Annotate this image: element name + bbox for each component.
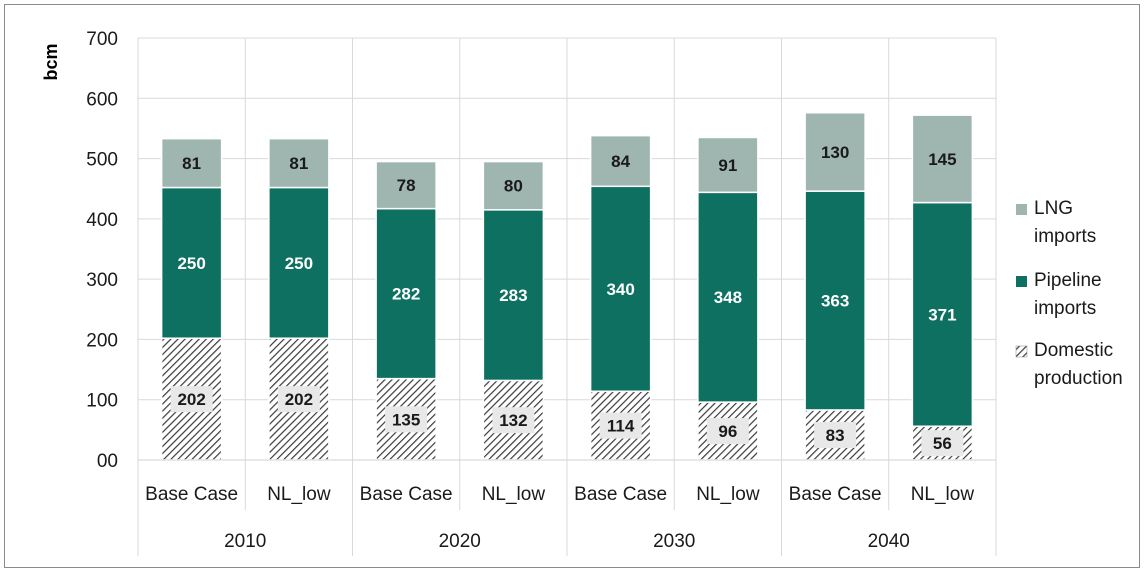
y-tick-label: 300 bbox=[86, 270, 118, 291]
x-group-label: 2020 bbox=[439, 531, 481, 552]
bar-segment bbox=[375, 160, 437, 210]
chart-frame bbox=[4, 4, 1140, 568]
legend-label: imports bbox=[1034, 298, 1096, 319]
bar-segment bbox=[482, 160, 545, 211]
data-label-box bbox=[277, 386, 320, 413]
data-label: 363 bbox=[821, 292, 849, 311]
data-label: 250 bbox=[177, 254, 205, 273]
legend-label: production bbox=[1034, 368, 1123, 389]
legend-swatch bbox=[1016, 276, 1027, 287]
data-label: 81 bbox=[182, 154, 201, 173]
bar-segment bbox=[160, 186, 223, 339]
y-tick-label: 700 bbox=[86, 29, 118, 50]
data-label-box bbox=[599, 412, 642, 439]
bar-segment bbox=[375, 207, 437, 380]
data-label: 132 bbox=[499, 411, 527, 430]
data-label: 56 bbox=[933, 434, 952, 453]
bar-segment bbox=[160, 137, 223, 189]
y-tick-label: 400 bbox=[86, 210, 118, 231]
data-label: 202 bbox=[177, 390, 205, 409]
bar-segment bbox=[697, 191, 759, 403]
y-axis-label: bcm bbox=[41, 43, 61, 80]
bar-segment bbox=[911, 201, 974, 427]
legend: LNG imports Pipeline imports Domestic product… bbox=[1015, 198, 1123, 389]
legend-label: LNG bbox=[1034, 198, 1073, 219]
y-tick-label: 200 bbox=[86, 330, 118, 351]
data-label: 96 bbox=[718, 422, 737, 441]
x-category-label: NL_low bbox=[696, 484, 760, 505]
data-label: 202 bbox=[285, 390, 313, 409]
x-category-label: Base Case bbox=[145, 484, 238, 505]
y-tick-label: 600 bbox=[86, 89, 118, 110]
data-label: 145 bbox=[928, 150, 956, 169]
gridlines bbox=[137, 37, 997, 556]
bar-segment bbox=[268, 186, 330, 339]
data-label: 135 bbox=[392, 410, 420, 429]
data-label: 84 bbox=[611, 152, 630, 171]
data-label-box bbox=[706, 418, 749, 445]
y-tick-label: 00 bbox=[97, 451, 118, 472]
bar-segment bbox=[804, 190, 866, 411]
data-label-box bbox=[814, 421, 857, 448]
data-label: 78 bbox=[397, 176, 416, 195]
x-category-label: NL_low bbox=[267, 484, 331, 505]
data-label: 91 bbox=[718, 156, 737, 175]
data-label: 83 bbox=[826, 426, 845, 445]
legend-label: imports bbox=[1034, 226, 1096, 247]
data-label: 81 bbox=[289, 154, 308, 173]
legend-swatch bbox=[1015, 345, 1028, 358]
data-label: 371 bbox=[928, 305, 956, 324]
y-tick-label: 500 bbox=[86, 150, 118, 171]
data-label: 114 bbox=[607, 417, 635, 436]
legend-label: Domestic bbox=[1034, 340, 1113, 361]
x-category-label: NL_low bbox=[482, 484, 546, 505]
bar-segment bbox=[268, 137, 330, 189]
legend-label: Pipeline bbox=[1034, 270, 1102, 291]
bar-segment bbox=[482, 209, 545, 382]
data-label-box bbox=[385, 406, 428, 433]
x-category-label: Base Case bbox=[574, 484, 667, 505]
data-label-box bbox=[492, 407, 535, 434]
x-group-label: 2040 bbox=[868, 531, 910, 552]
data-label: 340 bbox=[606, 280, 634, 299]
x-group-label: 2030 bbox=[653, 531, 695, 552]
data-label: 282 bbox=[392, 285, 420, 304]
data-label: 80 bbox=[504, 177, 523, 196]
data-label-box bbox=[921, 430, 964, 457]
bar-segment bbox=[697, 136, 759, 194]
x-category-label: Base Case bbox=[360, 484, 453, 505]
data-label: 250 bbox=[285, 254, 313, 273]
x-category-label: Base Case bbox=[789, 484, 882, 505]
x-category-label: NL_low bbox=[911, 484, 975, 505]
bar-segment bbox=[911, 114, 974, 204]
bar-segment bbox=[589, 134, 652, 188]
x-group-label: 2010 bbox=[224, 531, 266, 552]
data-label: 348 bbox=[714, 288, 742, 307]
axes: 00 100 200 300 400 500 600 700 Base Case NL_low Ba… bbox=[86, 29, 996, 552]
bar-segment bbox=[589, 185, 652, 393]
y-tick-label: 100 bbox=[86, 391, 118, 412]
data-label: 283 bbox=[499, 286, 527, 305]
bar-segment bbox=[804, 112, 866, 192]
bars: 202 250 81 202 250 81 135 282 78 132 283 80 114 340 84… bbox=[160, 112, 974, 461]
legend-swatch bbox=[1016, 204, 1027, 215]
data-label-box bbox=[170, 386, 213, 413]
data-label: 130 bbox=[821, 143, 849, 162]
